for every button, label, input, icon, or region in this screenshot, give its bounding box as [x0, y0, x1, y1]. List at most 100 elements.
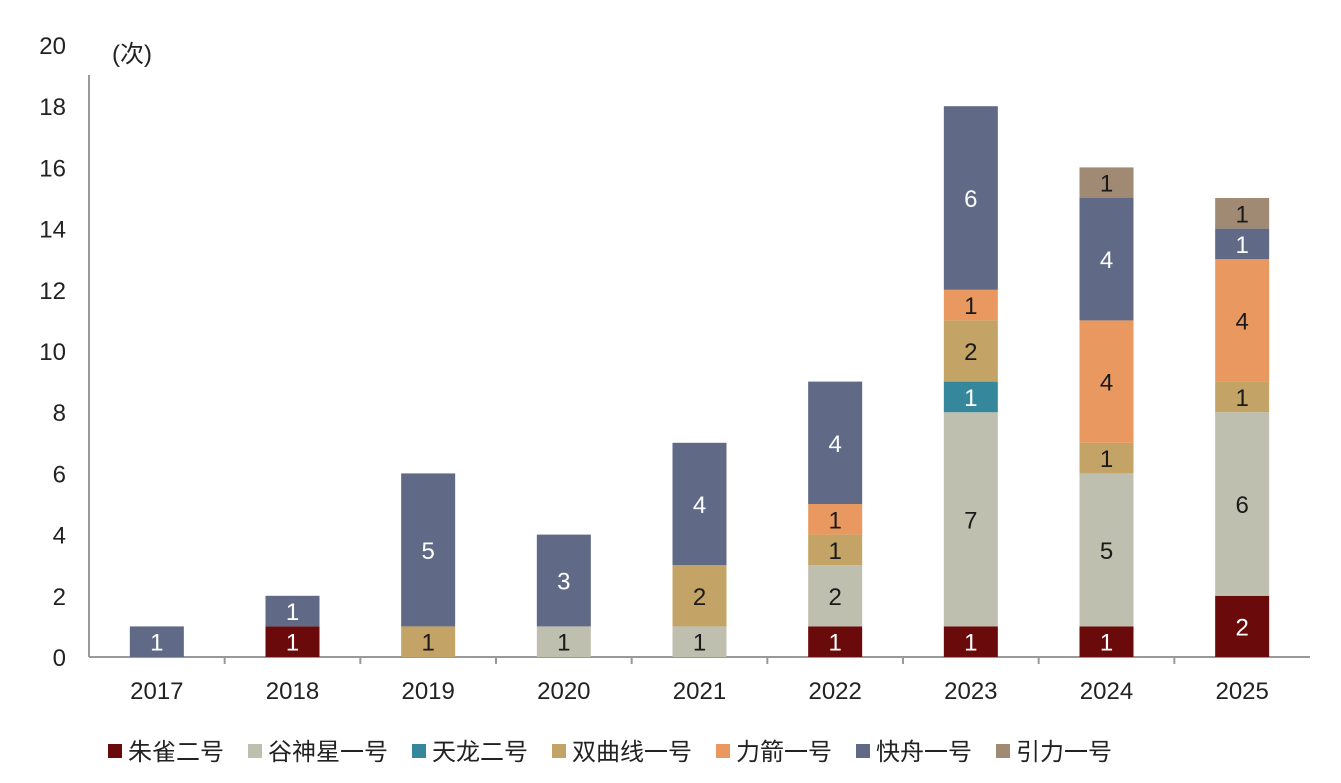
y-axis-unit-label: (次) [112, 41, 152, 68]
bar-segment [943, 626, 998, 657]
data-label: 1 [828, 538, 841, 565]
y-tick-label: 8 [53, 400, 66, 427]
x-tick-label: 2023 [944, 678, 997, 705]
data-label: 1 [1235, 385, 1248, 412]
bar-segment [808, 626, 863, 657]
legend-swatch [248, 744, 262, 758]
x-tick-label: 2021 [673, 678, 726, 705]
data-label: 2 [828, 584, 841, 611]
y-tick-label: 12 [39, 278, 66, 305]
x-tick-label: 2025 [1215, 678, 1268, 705]
bar-segment [943, 412, 998, 627]
data-label: 4 [1100, 370, 1113, 397]
data-label: 1 [1100, 630, 1113, 657]
legend-label: 谷神星一号 [268, 739, 388, 766]
legend-swatch [412, 744, 426, 758]
y-tick-label: 4 [53, 523, 66, 550]
x-tick-label: 2019 [401, 678, 454, 705]
bar-segment [401, 626, 456, 657]
data-label: 1 [693, 630, 706, 657]
legend-label: 力箭一号 [736, 739, 832, 766]
data-label: 1 [286, 630, 299, 657]
y-tick-label: 0 [53, 645, 66, 672]
data-label: 1 [964, 293, 977, 320]
bar-segment [808, 565, 863, 627]
data-label: 1 [150, 630, 163, 657]
data-label: 1 [286, 599, 299, 626]
legend-label: 朱雀二号 [128, 739, 224, 766]
data-label: 1 [1100, 446, 1113, 473]
bar-segment [129, 626, 184, 657]
y-tick-label: 20 [39, 33, 66, 60]
bar-segment [536, 534, 591, 627]
x-tick-label: 2018 [266, 678, 319, 705]
data-label: 5 [421, 538, 434, 565]
y-tick-label: 16 [39, 155, 66, 182]
bar-segment [1079, 320, 1134, 443]
bar-segment [1215, 412, 1270, 596]
data-label: 4 [1100, 247, 1113, 274]
bar-segment [1215, 198, 1270, 229]
data-label: 6 [1235, 492, 1248, 519]
data-label: 1 [964, 385, 977, 412]
legend-label: 快舟一号 [876, 739, 972, 766]
data-label: 2 [693, 584, 706, 611]
data-label: 1 [1100, 171, 1113, 198]
bar-segment [943, 106, 998, 290]
legend-label: 引力一号 [1016, 739, 1112, 766]
x-tick-label: 2022 [808, 678, 861, 705]
data-label: 1 [828, 630, 841, 657]
data-label: 1 [828, 507, 841, 534]
bar-segment [1215, 381, 1270, 413]
y-tick-label: 18 [39, 94, 66, 121]
bar-segment [1079, 626, 1134, 657]
data-label: 1 [1235, 201, 1248, 228]
bar-segment [1215, 228, 1270, 260]
y-tick-label: 10 [39, 339, 66, 366]
bar-segment [401, 473, 456, 627]
bar-segment [1079, 198, 1134, 321]
bar-segment [943, 320, 998, 382]
data-label: 2 [964, 339, 977, 366]
bar-segment [265, 595, 320, 627]
bar-segment [1215, 259, 1270, 382]
bar-segment [536, 626, 591, 657]
x-tick-label: 2020 [537, 678, 590, 705]
bar-segment [943, 289, 998, 321]
data-label: 1 [964, 630, 977, 657]
bar-segment [1079, 442, 1134, 474]
bar-segment [672, 626, 727, 657]
data-label: 4 [828, 431, 841, 458]
y-tick-label: 14 [39, 217, 66, 244]
bar-segment [943, 381, 998, 413]
bar-segment [808, 381, 863, 504]
data-label: 4 [1235, 308, 1248, 335]
legend-label: 双曲线一号 [572, 739, 692, 766]
legend-swatch [856, 744, 870, 758]
bar-segment [672, 442, 727, 566]
bar-segment [808, 534, 863, 566]
legend-swatch [108, 744, 122, 758]
legend-swatch [716, 744, 730, 758]
data-label: 7 [964, 507, 977, 534]
x-tick-label: 2017 [130, 678, 183, 705]
bar-segment [1079, 167, 1134, 198]
bar-segment [1215, 595, 1270, 657]
data-label: 2 [1235, 614, 1248, 641]
x-tick-label: 2024 [1080, 678, 1133, 705]
data-label: 1 [557, 630, 570, 657]
data-label: 5 [1100, 538, 1113, 565]
data-label: 1 [1235, 232, 1248, 259]
legend-swatch [996, 744, 1010, 758]
y-tick-label: 2 [53, 584, 66, 611]
legend-label: 天龙二号 [432, 739, 528, 766]
bar-segment [265, 626, 320, 657]
data-label: 3 [557, 569, 570, 596]
data-label: 4 [693, 492, 706, 519]
bar-segment [672, 565, 727, 627]
data-label: 1 [421, 630, 434, 657]
y-tick-label: 6 [53, 461, 66, 488]
bar-segment [1079, 473, 1134, 627]
bar-segment [808, 504, 863, 535]
